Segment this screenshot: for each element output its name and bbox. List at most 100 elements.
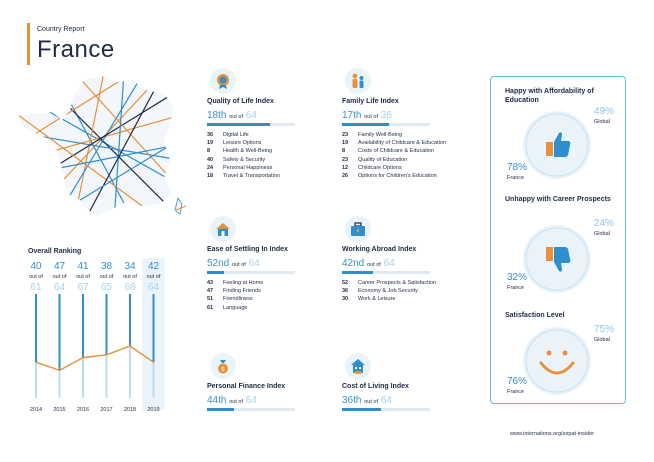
overall-ranking-title: Overall Ranking [28, 248, 82, 255]
sub-factor-item: 51 Friendliness [207, 295, 327, 303]
year-label: 2018 [124, 407, 136, 413]
france-map [18, 76, 187, 216]
index-rank: 52nd out of 64 [207, 258, 260, 269]
career-ring [523, 225, 591, 293]
ease-of-settling-in-index: Ease of Settling In Index 52nd out of 64… [207, 216, 327, 312]
sub-factor-rank: 19 [207, 140, 214, 147]
footer-url: www.internations.org/expat-insider [510, 431, 595, 437]
year-label: 2016 [77, 407, 89, 413]
sub-factor-label: Career Prospects & Satisfaction [358, 280, 436, 286]
sub-factor-list: 43 Feeling at Home 47 Finding Friends 51 Frie… [207, 279, 327, 312]
sub-factor-label: Safety & Security [223, 156, 266, 163]
total-value: 61 [30, 282, 42, 293]
sub-factor-label: Language [223, 304, 248, 311]
sub-factor-rank: 23 [342, 156, 349, 163]
sub-factor-label: Travel & Transportation [223, 173, 280, 180]
sub-factor-rank: 23 [342, 132, 349, 138]
report-kicker: Country Report [37, 26, 85, 33]
sub-factor-rank: 36 [342, 288, 349, 295]
global-label: Global [594, 231, 610, 237]
sub-factor-rank: 36 [207, 132, 214, 138]
rank-bar [342, 408, 430, 411]
rank-bar-fill [207, 408, 235, 411]
rank-value: 38 [101, 261, 113, 272]
out-of-label: out of [100, 274, 114, 280]
sub-factor-label: Work & Leisure [358, 296, 396, 303]
france-percentage: 78% [507, 162, 528, 173]
index-title: Working Abroad Index [342, 246, 417, 253]
year-label: 2015 [53, 407, 65, 413]
sub-factor-item: 23 Quality of Education [342, 156, 462, 164]
sub-factor-list: 23 Family Well-Being 19 Availability of Chi… [342, 131, 462, 180]
global-label: Global [594, 337, 610, 343]
sub-factor-label: Costs of Childcare & Education [358, 148, 435, 155]
sub-factor-item: 30 Work & Leisure [342, 295, 462, 303]
france-percentage: 76% [507, 376, 528, 387]
index-rank: 17th out of 36 [342, 110, 392, 121]
sub-factor-rank: 8 [342, 148, 346, 155]
sub-factor-label: Finding Friends [223, 288, 261, 295]
briefcase-icon [345, 216, 371, 242]
index-rank: 36th out of 64 [342, 395, 392, 406]
sub-factor-item: 36 Digital Life [207, 131, 327, 139]
sub-factor-item: 43 Feeling at Home [207, 279, 327, 287]
sub-factor-rank: 52 [342, 280, 349, 286]
index-title: Quality of Life Index [207, 98, 274, 105]
country-title: France [37, 36, 115, 63]
rank-value: 40 [30, 261, 42, 272]
sub-factor-rank: 19 [342, 140, 349, 147]
sub-factor-item: 8 Costs of Childcare & Education [342, 147, 462, 155]
global-percentage: 24% [594, 218, 615, 229]
out-of-label: out of [123, 274, 137, 280]
thumbs-down-icon [546, 247, 571, 272]
house-icon [210, 216, 236, 242]
france-percentage: 32% [507, 272, 528, 283]
sub-factor-rank: 51 [207, 296, 214, 303]
sub-factor-label: Options for Children's Education [358, 173, 437, 180]
index-title: Ease of Settling In Index [207, 246, 288, 253]
rank-bar [207, 271, 295, 274]
title-accent-bar [27, 23, 30, 65]
sub-factor-list: 52 Career Prospects & Satisfaction 36 Econo… [342, 279, 462, 304]
satisfaction-title: Satisfaction Level [505, 312, 565, 319]
year-label: 2019 [147, 407, 159, 413]
index-rank: 44th out of 64 [207, 395, 257, 406]
sub-factor-label: Childcare Options [358, 164, 402, 171]
sub-factor-item: 24 Personal Happiness [207, 164, 327, 172]
global-percentage: 49% [594, 106, 615, 117]
index-rank: 42nd out of 64 [342, 258, 395, 269]
rank-bar [342, 123, 430, 126]
index-rank: 18th out of 64 [207, 110, 257, 121]
sub-factor-list: 36 Digital Life 19 Leisure Options 8 Health &… [207, 131, 327, 180]
total-value: 68 [124, 282, 136, 293]
rank-trend-line [35, 345, 154, 372]
index-title: Cost of Living Index [342, 383, 409, 390]
total-value: 67 [77, 282, 89, 293]
sub-factor-item: 61 Language [207, 304, 327, 312]
rank-value: 34 [124, 261, 136, 272]
out-of-label: out of [76, 274, 90, 280]
thumbs-up-icon [546, 132, 571, 157]
rank-bar [342, 271, 430, 274]
family-icon [345, 68, 371, 94]
affordability-ring [523, 111, 591, 179]
sub-factor-rank: 61 [207, 304, 214, 311]
sub-factor-label: Quality of Education [358, 156, 408, 163]
rank-bar [207, 408, 295, 411]
index-title: Personal Finance Index [207, 383, 286, 390]
rank-bar-fill [342, 408, 381, 411]
sub-factor-label: Personal Happiness [223, 164, 273, 171]
year-label: 2017 [100, 407, 112, 413]
sub-factor-label: Feeling at Home [223, 280, 264, 286]
rank-value: 42 [148, 261, 160, 272]
rank-bar [207, 123, 295, 126]
sub-factor-item: 47 Finding Friends [207, 287, 327, 295]
rank-value: 47 [54, 261, 66, 272]
working-abroad-index: Working Abroad Index 42nd out of 64 52 Ca… [342, 216, 462, 304]
family-life-index: Family Life Index 17th out of 36 23 Famil… [342, 68, 462, 180]
satisfaction-ring [523, 327, 591, 395]
out-of-label: out of [53, 274, 67, 280]
sub-factor-item: 8 Health & Well-Being [207, 147, 327, 155]
france-label: France [507, 285, 525, 291]
sub-factor-label: Family Well-Being [358, 132, 403, 138]
